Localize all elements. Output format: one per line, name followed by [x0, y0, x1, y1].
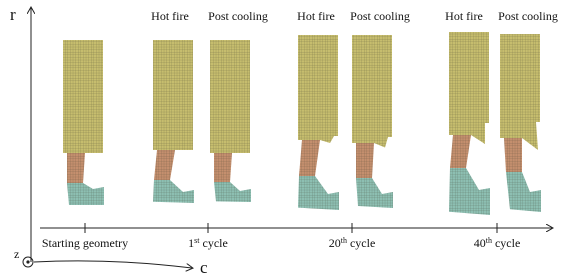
throat-section-mesh — [214, 153, 232, 182]
upper-section-mesh — [63, 40, 103, 153]
timeline-label: Starting geometry — [42, 236, 128, 250]
lower-section-mesh — [153, 180, 194, 203]
lower-section-mesh — [214, 182, 251, 202]
upper-section-mesh — [500, 34, 540, 150]
lower-section-mesh — [356, 178, 393, 208]
column-header: Post cooling — [208, 9, 268, 23]
specimens — [63, 32, 541, 215]
cycle-suffix: th — [341, 236, 347, 245]
c-label: c — [200, 258, 208, 276]
r-label: r — [10, 5, 16, 24]
column-header: Hot fire — [151, 9, 189, 23]
column-header: Hot fire — [445, 9, 483, 23]
throat-section-mesh — [67, 153, 85, 183]
cycle-number: 20 — [329, 236, 341, 250]
lower-section-mesh — [298, 176, 339, 210]
throat-section-mesh — [154, 150, 175, 180]
throat-section-mesh — [504, 138, 522, 172]
upper-section-mesh — [153, 40, 193, 150]
cycle-suffix: th — [486, 236, 492, 245]
figure: r z c Hot fire Post cooling Hot fire Post c… — [0, 0, 562, 276]
cycle-word: cycle — [495, 236, 520, 250]
z-label: z — [14, 247, 19, 261]
upper-section-mesh — [352, 35, 392, 148]
column-header: Post cooling — [498, 9, 558, 23]
lower-section-mesh — [506, 172, 541, 212]
column-headers: Hot fire Post cooling Hot fire Post cooling… — [151, 9, 558, 23]
upper-section-mesh — [210, 40, 250, 153]
lower-section-mesh — [449, 168, 490, 215]
column-header: Hot fire — [297, 9, 335, 23]
throat-section-mesh — [299, 140, 320, 176]
throat-section-mesh — [450, 135, 471, 168]
cycle-word: cycle — [350, 236, 375, 250]
cycle-word: cycle — [203, 236, 228, 250]
lower-section-mesh — [67, 183, 104, 205]
upper-section-mesh — [298, 35, 338, 143]
z-dot — [26, 260, 29, 263]
column-header: Post cooling — [350, 9, 410, 23]
c-arrow — [34, 261, 192, 268]
upper-section-mesh — [449, 32, 489, 144]
cycle-number: 40 — [474, 236, 486, 250]
cycle-suffix: st — [194, 236, 200, 245]
throat-section-mesh — [356, 143, 374, 178]
